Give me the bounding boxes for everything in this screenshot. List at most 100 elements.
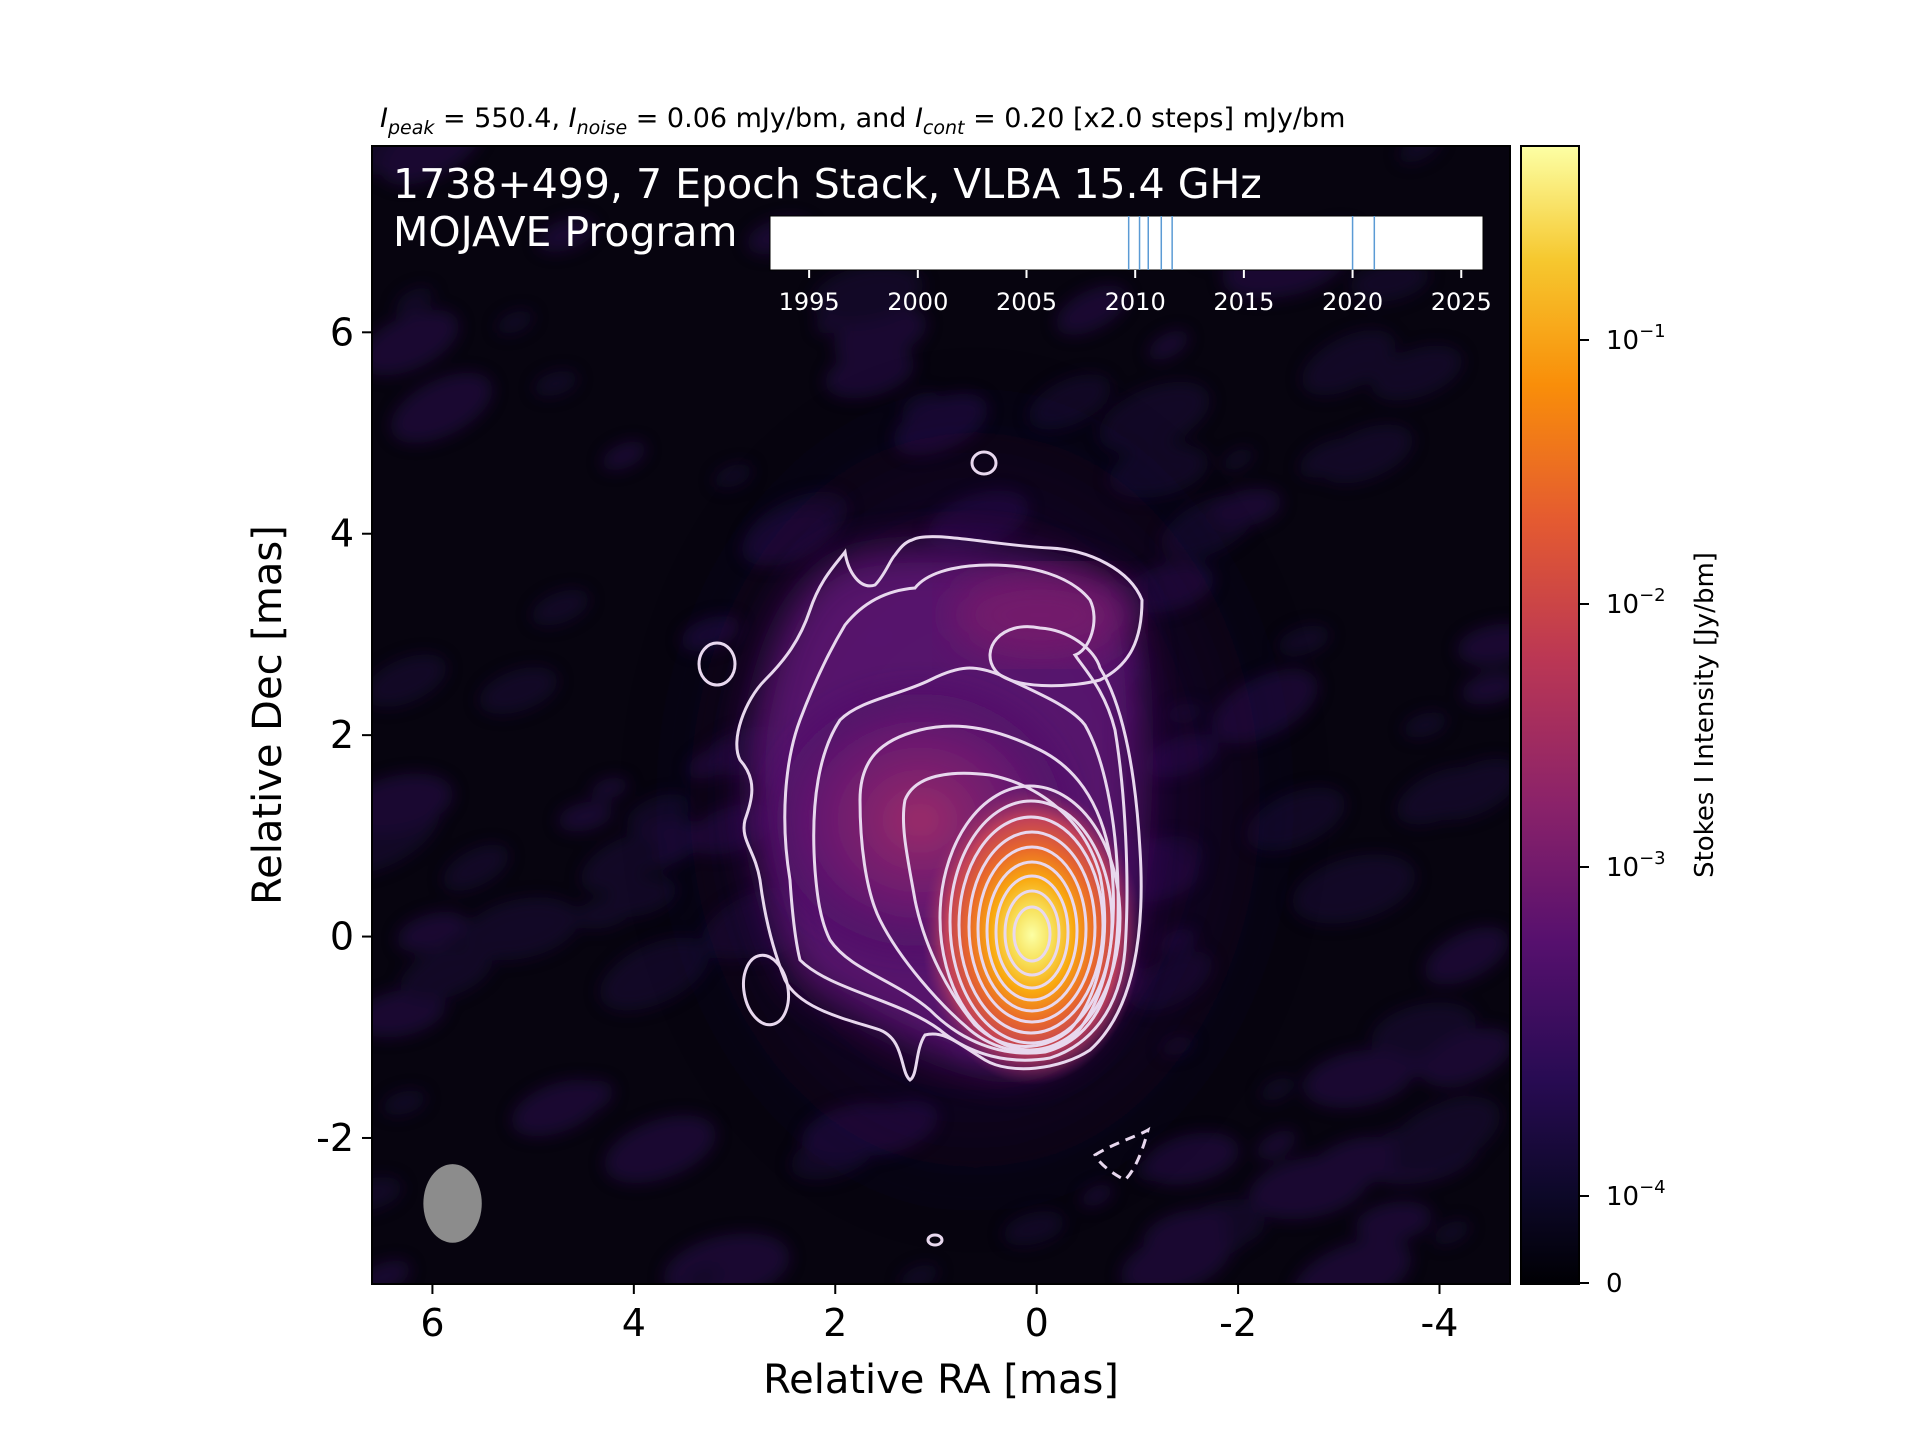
header-text: Ipeak = 550.4, Inoise = 0.06 mJy/bm, and… [380,103,1345,139]
noise-blob [1292,854,1416,924]
contour-island-south [926,1233,944,1247]
colorbar-label: Stokes I Intensity [Jy/bm] [1690,552,1720,878]
contour-8 [957,815,1105,1035]
x-tick-label: 4 [622,1301,646,1345]
timeline-tick-label: 2000 [887,288,948,316]
noise-blob [1211,488,1282,528]
plot-frame [371,145,1511,1285]
x-tick-label: 6 [420,1301,444,1345]
noise-blob [531,589,590,626]
contour-island-southwest [741,953,791,1027]
y-axis: -2 0 2 4 6 [316,310,372,1160]
image-panel: 1738+499, 7 Epoch Stack, VLBA 15.4 GHz M… [371,145,1511,1285]
contour-11 [985,860,1079,1002]
noise-blob [574,899,631,929]
x-tick-label: 0 [1025,1301,1049,1345]
noise-blob [390,372,493,444]
noise-blob [1396,766,1483,825]
overlay-title-line1: 1738+499, 7 Epoch Stack, VLBA 15.4 GHz [393,160,1262,208]
timeline-tick-label: 2010 [1105,288,1166,316]
noise-blob [1399,146,1441,163]
noise-blob [1403,712,1448,738]
noise-blob [1277,625,1330,656]
noise-blob [1256,1130,1297,1159]
noise-blob [1120,1229,1231,1284]
noise-blob [1260,1077,1295,1102]
noise-blob [663,1233,790,1284]
timeline-box [769,215,1484,271]
noise-blob [382,1090,426,1116]
contour-island-north [970,450,998,476]
noise-blob [397,911,468,953]
noise-blob [1433,1220,1470,1245]
noise-blob [1457,623,1510,666]
noise-blob [537,217,595,252]
contour-3 [812,666,1120,1055]
noise-blob [372,988,446,1038]
contour-7 [948,799,1114,1045]
contour-10 [976,845,1088,1013]
noise-blob [1299,438,1358,478]
noise-blob [395,287,433,315]
noise-blob [462,897,580,961]
timeline-tick-label: 2015 [1213,288,1274,316]
timeline-tick-label: 2020 [1322,288,1383,316]
noise-blob [1298,1136,1394,1201]
noise-blob [1222,448,1254,471]
noise-blob [604,1115,716,1184]
y-tick-label: 0 [330,915,354,959]
epoch-timeline: 1995 2000 2005 2010 2015 2020 2025 [769,215,1492,316]
contour-2 [783,563,1129,1062]
timeline-tick-label: 2005 [996,288,1057,316]
noise-blob [550,1080,614,1119]
contour-9 [967,830,1097,1024]
noise-blob [372,654,447,708]
y-tick-label: 4 [330,512,354,556]
overlay-title-line2: MOJAVE Program [393,208,737,256]
noise-blob [713,463,753,488]
colorbar-tick-label: 10−2 [1606,585,1666,620]
contour-14 [1012,905,1052,963]
y-tick-label: 2 [330,713,354,757]
noise-blob [372,773,453,833]
noise-blob [479,666,558,715]
beam-ellipse [423,1164,482,1243]
noise-blob [1384,1096,1501,1175]
y-tick-label: -2 [316,1116,354,1160]
y-axis-label: Relative Dec [mas] [245,525,291,905]
noise-blob [380,146,483,185]
contour-12 [994,874,1070,990]
noise-blob [1421,1028,1510,1087]
contours [697,450,1151,1247]
noise-blob [443,844,509,891]
noise-blob [400,945,493,1001]
colorbar-gradient [1520,145,1580,1285]
colorbar-tick-label: 10−3 [1606,848,1666,883]
noise-blob [1056,285,1128,335]
x-axis: 6 4 2 0 -2 -4 [420,1284,1458,1345]
noise-blob [1148,330,1189,361]
noise-blob [372,146,411,176]
noise-blob [602,441,647,471]
noise-blob [1461,672,1510,705]
x-tick-label: -4 [1421,1301,1459,1345]
colorbar-ticks: 10−1 10−2 10−3 10−4 0 [1579,321,1666,1299]
noise-blob [580,834,661,892]
x-tick-label: -2 [1219,1301,1257,1345]
colorbar-tick-label: 10−4 [1606,1177,1666,1212]
noise-blob [1424,926,1509,985]
noise-blob [1371,345,1463,401]
timeline-epochs [1127,216,1376,270]
noise-blob [496,310,534,334]
colorbar-tick-label: 0 [1606,1269,1623,1299]
noise-blob [372,309,459,376]
contour-negative [1093,1126,1151,1182]
intensity-map [372,146,1510,1284]
colorbar-tick-label: 10−1 [1606,321,1666,356]
noise-blob [1331,1056,1383,1088]
contour-outer [735,535,1144,1082]
contour-13 [1003,889,1061,977]
timeline-ticks: 1995 2000 2005 2010 2015 2020 2025 [779,270,1492,316]
y-tick-label: 6 [330,310,354,354]
